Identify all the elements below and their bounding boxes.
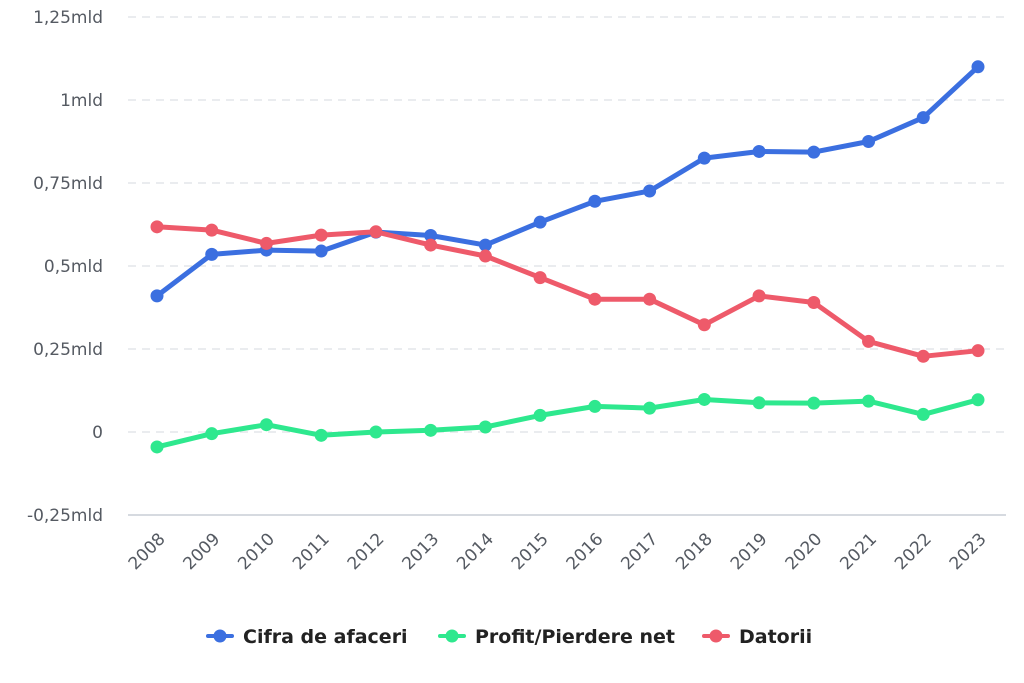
legend-label: Datorii (739, 626, 812, 648)
series-line (154, 64, 981, 299)
data-point[interactable] (971, 60, 985, 74)
y-tick-label: 0,25mld (33, 340, 103, 360)
y-tick-label: 1,25mld (33, 8, 103, 28)
y-axis-ticks: 1,25mld 1mld 0,75mld 0,5mld 0,25mld 0 -0,25mld (27, 8, 103, 526)
x-tick-label: 2009 (180, 529, 225, 574)
data-point[interactable] (205, 223, 219, 237)
data-point[interactable] (369, 425, 383, 439)
legend-marker-icon (709, 629, 723, 643)
series-layer (150, 60, 985, 454)
data-point[interactable] (697, 318, 711, 332)
data-point[interactable] (424, 423, 438, 437)
data-point[interactable] (697, 392, 711, 406)
legend-item[interactable]: Profit/Pierdere net (438, 626, 675, 648)
data-point[interactable] (424, 228, 438, 242)
data-point[interactable] (150, 440, 164, 454)
x-tick-label: 2018 (672, 529, 717, 574)
data-point[interactable] (205, 247, 219, 261)
data-point[interactable] (588, 194, 602, 208)
data-point[interactable] (971, 344, 985, 358)
data-point[interactable] (588, 399, 602, 413)
x-tick-label: 2011 (289, 529, 334, 574)
data-point[interactable] (697, 151, 711, 165)
data-point[interactable] (916, 111, 930, 125)
x-tick-label: 2021 (836, 529, 881, 574)
data-point[interactable] (478, 238, 492, 252)
data-point[interactable] (752, 289, 766, 303)
y-tick-label: 0 (92, 423, 103, 443)
x-tick-label: 2008 (125, 529, 170, 574)
legend: Cifra de afaceri Profit/Pierdere net Dator… (206, 626, 812, 648)
data-point[interactable] (314, 428, 328, 442)
data-point[interactable] (752, 144, 766, 158)
data-point[interactable] (643, 292, 657, 306)
data-point[interactable] (916, 407, 930, 421)
data-point[interactable] (314, 228, 328, 242)
data-point[interactable] (916, 349, 930, 363)
data-point[interactable] (862, 334, 876, 348)
data-point[interactable] (588, 292, 602, 306)
data-point[interactable] (533, 408, 547, 422)
data-point[interactable] (643, 184, 657, 198)
x-tick-label: 2015 (508, 529, 553, 574)
data-point[interactable] (533, 215, 547, 229)
series-line (154, 397, 981, 450)
data-point[interactable] (478, 420, 492, 434)
x-tick-label: 2016 (563, 529, 608, 574)
x-tick-label: 2022 (891, 529, 936, 574)
legend-label: Cifra de afaceri (243, 626, 408, 648)
data-point[interactable] (807, 296, 821, 310)
data-point[interactable] (150, 289, 164, 303)
x-axis-ticks: 2008 2009 2010 2011 2012 2013 2014 2015 2016 2017… (125, 529, 991, 574)
data-point[interactable] (862, 135, 876, 148)
x-tick-label: 2023 (946, 529, 991, 574)
y-tick-label: -0,25mld (27, 506, 103, 526)
x-tick-label: 2019 (727, 529, 772, 574)
series-profit-pierdere-net (150, 392, 985, 454)
data-point[interactable] (862, 394, 876, 408)
data-point[interactable] (205, 427, 219, 441)
x-tick-label: 2012 (344, 529, 389, 574)
data-point[interactable] (369, 225, 383, 239)
legend-marker-icon (213, 629, 227, 643)
y-tick-label: 0,5mld (44, 257, 103, 277)
data-point[interactable] (752, 396, 766, 410)
data-point[interactable] (150, 220, 164, 234)
data-point[interactable] (259, 418, 273, 432)
legend-label: Profit/Pierdere net (475, 626, 675, 648)
data-point[interactable] (807, 396, 821, 410)
x-tick-label: 2017 (617, 529, 662, 574)
y-tick-label: 0,75mld (33, 174, 103, 194)
x-tick-label: 2010 (234, 529, 279, 574)
series-cifra-de-afaceri (150, 60, 985, 303)
x-tick-label: 2020 (782, 529, 827, 574)
legend-item[interactable]: Cifra de afaceri (206, 626, 408, 648)
grid-layer (128, 16, 1006, 516)
series-line (154, 224, 981, 359)
x-tick-label: 2014 (453, 529, 498, 574)
data-point[interactable] (807, 145, 821, 159)
data-point[interactable] (478, 249, 492, 263)
x-tick-label: 2013 (398, 529, 443, 574)
data-point[interactable] (424, 238, 438, 252)
data-point[interactable] (643, 401, 657, 415)
data-point[interactable] (533, 271, 547, 285)
data-point[interactable] (971, 393, 985, 407)
data-point[interactable] (314, 244, 328, 258)
legend-item[interactable]: Datorii (702, 626, 812, 648)
series-datorii (150, 220, 985, 363)
data-point[interactable] (259, 236, 273, 250)
legend-marker-icon (445, 629, 459, 643)
y-tick-label: 1mld (60, 91, 103, 111)
